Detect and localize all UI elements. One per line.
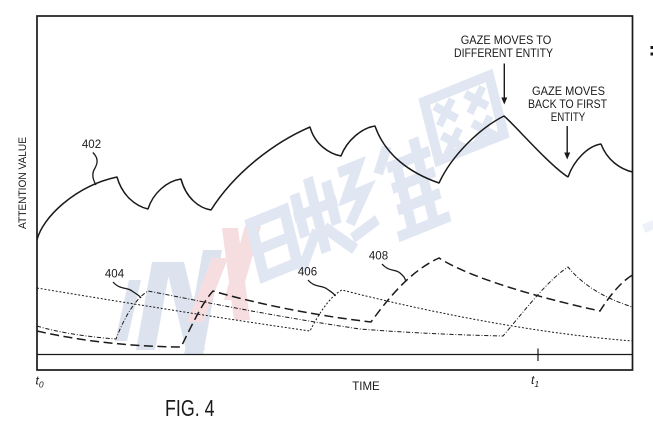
svg-text:404: 404 (105, 269, 125, 281)
svg-text:408: 408 (369, 251, 388, 263)
svg-text:TIME: TIME (352, 381, 380, 393)
svg-text:ATTENTION VALUE: ATTENTION VALUE (17, 137, 29, 229)
svg-text:t1: t1 (531, 373, 539, 389)
svg-text:402: 402 (82, 139, 101, 151)
svg-text:t0: t0 (36, 374, 44, 390)
svg-text:ENTITY: ENTITY (551, 112, 586, 124)
svg-text:DIFFERENT ENTITY: DIFFERENT ENTITY (454, 48, 553, 60)
svg-text:FIG. 4: FIG. 4 (165, 395, 215, 421)
svg-text:BACK TO FIRST: BACK TO FIRST (528, 99, 607, 111)
svg-text:GAZE MOVES TO: GAZE MOVES TO (461, 35, 552, 47)
svg-text:406: 406 (298, 267, 317, 279)
svg-text:GAZE MOVES: GAZE MOVES (532, 86, 605, 98)
